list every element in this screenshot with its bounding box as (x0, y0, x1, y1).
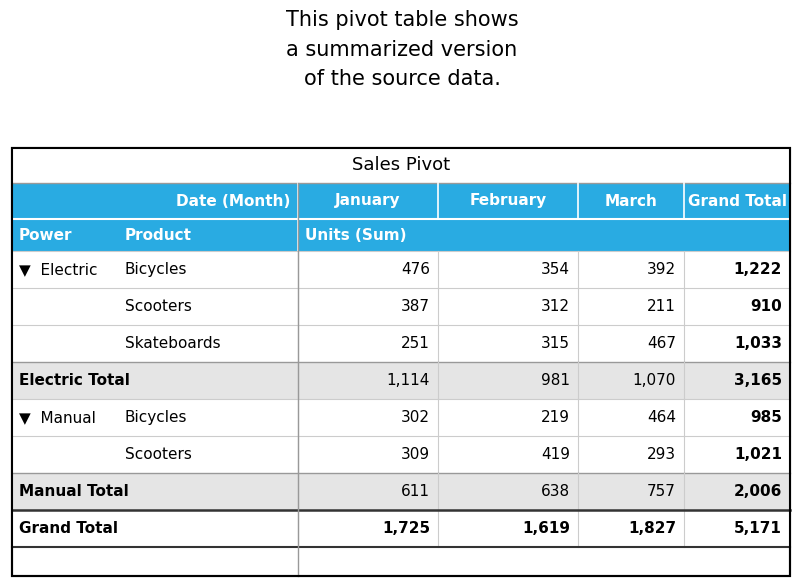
Text: Skateboards: Skateboards (125, 336, 221, 351)
Text: 315: 315 (541, 336, 570, 351)
Text: Sales Pivot: Sales Pivot (352, 157, 450, 175)
Text: This pivot table shows
a summarized version
of the source data.: This pivot table shows a summarized vers… (286, 10, 518, 89)
Bar (12, 288, 790, 325)
Text: Scooters: Scooters (125, 447, 192, 462)
Text: 293: 293 (647, 447, 676, 462)
Text: 910: 910 (750, 299, 782, 314)
Text: ▼  Manual: ▼ Manual (19, 410, 96, 425)
Text: Power: Power (19, 228, 72, 242)
Text: 387: 387 (401, 299, 430, 314)
Bar (12, 325, 790, 362)
Text: 476: 476 (401, 262, 430, 277)
Text: Product: Product (125, 228, 192, 242)
Text: 1,725: 1,725 (382, 521, 430, 536)
Bar (12, 362, 790, 399)
Bar (12, 473, 790, 510)
Text: Bicycles: Bicycles (125, 262, 188, 277)
Bar (12, 219, 790, 251)
Text: Bicycles: Bicycles (125, 410, 188, 425)
Text: 464: 464 (647, 410, 676, 425)
Text: 312: 312 (541, 299, 570, 314)
Text: 419: 419 (541, 447, 570, 462)
Text: 1,021: 1,021 (734, 447, 782, 462)
Text: 302: 302 (401, 410, 430, 425)
Text: 309: 309 (401, 447, 430, 462)
Text: 1,114: 1,114 (387, 373, 430, 388)
Bar (12, 510, 790, 547)
Text: 3,165: 3,165 (734, 373, 782, 388)
Bar (12, 148, 790, 576)
Text: 981: 981 (541, 373, 570, 388)
Bar (12, 436, 790, 473)
Text: 219: 219 (541, 410, 570, 425)
Text: 392: 392 (647, 262, 676, 277)
Text: 1,222: 1,222 (734, 262, 782, 277)
Text: 985: 985 (750, 410, 782, 425)
Bar (12, 148, 790, 183)
Text: 2,006: 2,006 (734, 484, 782, 499)
Text: Manual Total: Manual Total (19, 484, 129, 499)
Text: Grand Total: Grand Total (19, 521, 118, 536)
Bar (12, 183, 790, 219)
Text: 5,171: 5,171 (734, 521, 782, 536)
Bar (12, 399, 790, 436)
Text: Grand Total: Grand Total (687, 193, 787, 208)
Text: 211: 211 (647, 299, 676, 314)
Text: 467: 467 (647, 336, 676, 351)
Text: January: January (335, 193, 401, 208)
Text: 757: 757 (647, 484, 676, 499)
Bar (12, 148, 790, 576)
Text: 251: 251 (401, 336, 430, 351)
Text: February: February (469, 193, 547, 208)
Text: 1,619: 1,619 (522, 521, 570, 536)
Text: Electric Total: Electric Total (19, 373, 130, 388)
Text: 638: 638 (541, 484, 570, 499)
Text: 1,033: 1,033 (734, 336, 782, 351)
Text: 1,070: 1,070 (633, 373, 676, 388)
Bar (12, 251, 790, 288)
Text: Units (Sum): Units (Sum) (305, 228, 407, 242)
Text: 354: 354 (541, 262, 570, 277)
Text: ▼  Electric: ▼ Electric (19, 262, 98, 277)
Text: 1,827: 1,827 (628, 521, 676, 536)
Text: March: March (605, 193, 658, 208)
Text: Date (Month): Date (Month) (176, 193, 290, 208)
Text: 611: 611 (401, 484, 430, 499)
Text: Scooters: Scooters (125, 299, 192, 314)
